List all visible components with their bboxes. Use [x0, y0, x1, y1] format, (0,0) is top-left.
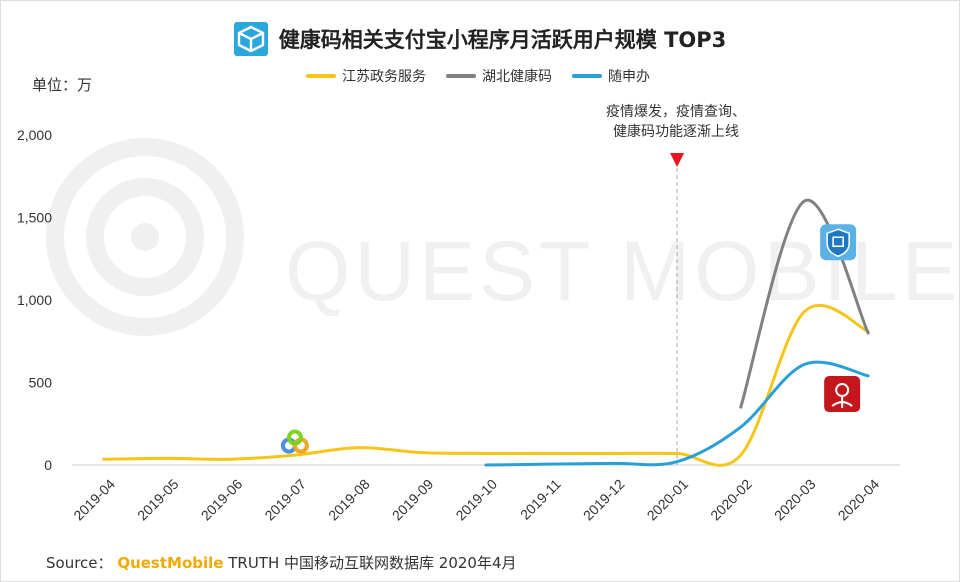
- x-tick-label: 2019-05: [134, 476, 182, 524]
- x-tick-label: 2020-01: [644, 476, 692, 524]
- legend-swatch-suishen: [572, 74, 602, 78]
- legend-label-jiangsu: 江苏政务服务: [342, 69, 426, 85]
- legend-swatch-jiangsu: [306, 74, 336, 78]
- y-tick-label: 1,000: [17, 292, 52, 308]
- x-tick-label: 2019-07: [261, 476, 309, 524]
- unit-label: 单位：万: [32, 76, 93, 94]
- y-tick-label: 0: [44, 457, 52, 473]
- x-tick-label: 2020-03: [771, 476, 819, 524]
- x-tick-label: 2019-11: [517, 476, 564, 523]
- annotation-line2: 健康码功能逐渐上线: [613, 124, 739, 140]
- x-tick-label: 2019-08: [325, 476, 373, 524]
- legend: 江苏政务服务 湖北健康码 随申办: [306, 66, 650, 86]
- x-tick-label: 2020-02: [707, 476, 755, 524]
- series-line-suishen: [484, 360, 870, 467]
- chart-title-group: 健康码相关支付宝小程序月活跃用户规模 TOP3: [0, 22, 960, 56]
- source-prefix: Source：: [46, 554, 113, 572]
- hubei-app-icon: [820, 224, 857, 261]
- logo-icon: [233, 22, 268, 56]
- y-tick-label: 1,500: [17, 210, 52, 226]
- series-line-jiangsu: [102, 303, 870, 467]
- x-tick-label: 2019-04: [70, 476, 118, 524]
- jiangsu-app-icon: [280, 429, 309, 454]
- series-line-hubei: [739, 198, 870, 409]
- chart-title: 健康码相关支付宝小程序月活跃用户规模 TOP3: [278, 28, 727, 52]
- x-tick-label: 2020-04: [835, 476, 883, 524]
- x-tick-label: 2019-09: [389, 476, 437, 524]
- y-tick-label: 500: [29, 375, 53, 391]
- annotation: 疫情爆发，疫情查询、 健康码功能逐渐上线: [586, 102, 766, 142]
- source-brand: QuestMobile: [117, 554, 224, 572]
- legend-item-suishen: 随申办: [572, 66, 650, 86]
- source-note: Source： QuestMobile TRUTH 中国移动互联网数据库 202…: [46, 552, 517, 573]
- annotation-marker-icon: [670, 153, 685, 167]
- legend-label-hubei: 湖北健康码: [482, 69, 552, 85]
- x-tick-label: 2019-12: [580, 476, 628, 524]
- x-tick-label: 2019-06: [198, 476, 246, 524]
- y-tick-label: 2,000: [17, 127, 52, 143]
- annotation-line1: 疫情爆发，疫情查询、: [606, 104, 746, 120]
- x-tick-label: 2019-10: [452, 476, 500, 524]
- legend-item-hubei: 湖北健康码: [446, 66, 552, 86]
- suishen-app-icon: [824, 376, 861, 413]
- legend-label-suishen: 随申办: [608, 69, 650, 85]
- legend-swatch-hubei: [446, 74, 476, 78]
- legend-item-jiangsu: 江苏政务服务: [306, 66, 426, 86]
- source-rest: TRUTH 中国移动互联网数据库 2020年4月: [228, 554, 517, 572]
